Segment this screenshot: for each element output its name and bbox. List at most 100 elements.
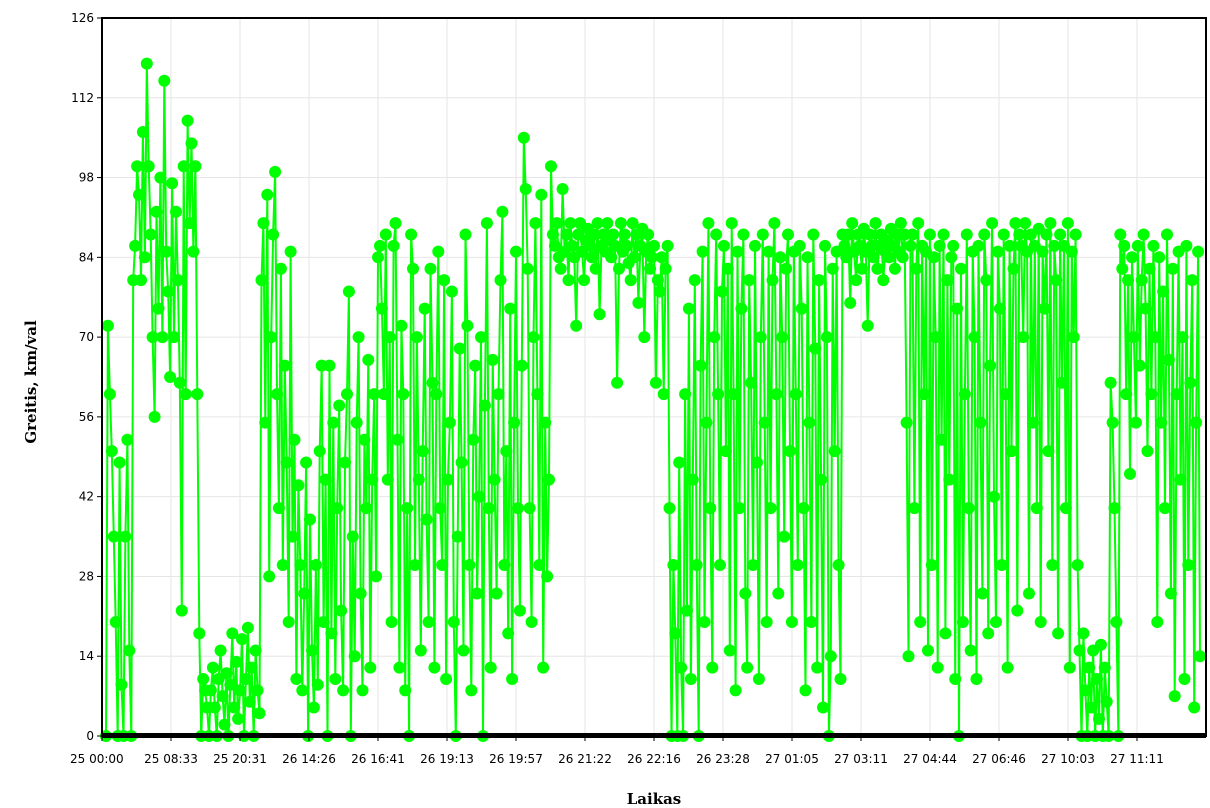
data-point (465, 684, 478, 697)
data-point (412, 473, 425, 486)
data-point (1159, 502, 1171, 515)
data-point (708, 331, 721, 344)
data-point (772, 587, 785, 600)
data-point (1151, 616, 1164, 628)
data-point (566, 239, 579, 252)
data-point (951, 302, 964, 315)
data-point (793, 239, 806, 252)
data-point (500, 445, 513, 458)
data-point (956, 616, 969, 628)
data-point (1186, 274, 1199, 287)
data-point (811, 661, 824, 674)
data-point (189, 160, 202, 173)
data-point (832, 559, 845, 571)
data-point (313, 445, 326, 458)
data-point (494, 274, 507, 287)
data-point (710, 228, 723, 241)
data-point (828, 445, 841, 458)
data-point (208, 701, 221, 714)
data-point (962, 502, 975, 515)
data-point (1069, 228, 1082, 241)
data-point (362, 353, 375, 366)
data-point (651, 274, 664, 287)
data-point (1056, 376, 1068, 389)
data-point (778, 530, 791, 543)
data-point (1042, 445, 1055, 458)
data-point (160, 245, 173, 258)
data-point (278, 359, 291, 372)
data-point (756, 228, 769, 241)
data-point (453, 342, 466, 355)
data-point (442, 473, 454, 486)
data-point (389, 217, 402, 230)
data-point (918, 388, 931, 401)
x-axis-title: Laikas (627, 790, 682, 808)
data-point (535, 188, 548, 201)
data-point (438, 274, 451, 287)
data-point (673, 456, 686, 469)
data-point (356, 684, 369, 697)
data-point (980, 274, 993, 287)
data-point (399, 684, 412, 697)
data-point (187, 245, 200, 258)
data-point (374, 239, 386, 252)
data-point (265, 331, 278, 344)
data-point (657, 388, 670, 401)
data-point (1188, 701, 1201, 714)
data-point (735, 302, 748, 315)
data-point (1059, 502, 1072, 515)
data-point (296, 684, 309, 697)
data-point (1071, 559, 1084, 571)
data-point (370, 570, 383, 583)
data-point (758, 416, 771, 429)
data-point (1100, 695, 1113, 708)
data-point (430, 388, 443, 401)
data-point (1011, 604, 1024, 617)
data-point (440, 673, 453, 685)
data-point (298, 587, 311, 600)
data-point (904, 239, 917, 252)
data-point (144, 228, 157, 241)
data-point (784, 445, 796, 458)
data-point (510, 245, 522, 258)
data-point (698, 616, 711, 628)
y-tick-label: 14 (79, 649, 94, 663)
data-point (148, 410, 161, 423)
data-point (146, 331, 159, 344)
data-point (164, 371, 177, 383)
data-point (447, 616, 460, 628)
data-point (682, 302, 695, 315)
data-point (226, 627, 239, 640)
data-point (939, 627, 952, 640)
data-point (797, 502, 810, 515)
data-point (970, 673, 983, 685)
data-point (1007, 262, 1020, 275)
data-point (138, 251, 151, 264)
data-point (123, 644, 136, 657)
data-point (554, 262, 567, 275)
data-point (960, 228, 973, 241)
data-point (1044, 217, 1057, 230)
data-point (591, 217, 604, 230)
data-point (531, 388, 544, 401)
data-point (105, 445, 118, 458)
data-point (1013, 228, 1026, 241)
data-point (216, 690, 229, 703)
data-point (204, 684, 217, 697)
data-point (721, 262, 734, 275)
x-tick-label: 27 03:11 (834, 752, 888, 766)
data-point (1104, 376, 1117, 389)
data-point (611, 376, 624, 389)
data-point (358, 433, 371, 446)
data-point (348, 650, 361, 663)
data-point (931, 661, 944, 674)
data-point (173, 376, 186, 389)
data-point (1170, 388, 1183, 401)
data-point (1063, 661, 1076, 674)
data-point (101, 319, 114, 332)
data-point (927, 251, 940, 264)
data-point (799, 684, 812, 697)
data-point (560, 228, 573, 241)
data-point (529, 217, 542, 230)
